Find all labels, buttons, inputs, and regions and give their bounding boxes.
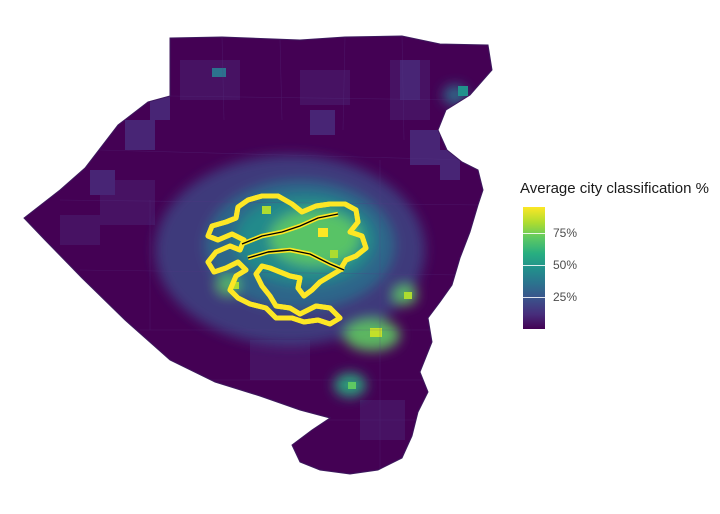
tract-texture-2 — [90, 60, 460, 195]
tract-texture — [60, 60, 430, 440]
city-boundary-outline — [205, 193, 369, 327]
legend-tick-mark — [523, 232, 545, 234]
legend-colorbar — [523, 207, 545, 329]
legend-tick-label: 75% — [553, 225, 578, 240]
legend-title: Average city classification % — [520, 180, 709, 197]
legend-body: 25% 50% 75% — [520, 207, 709, 329]
legend-tick-label: 50% — [553, 257, 578, 272]
legend-tick-label: 25% — [553, 289, 578, 304]
legend: Average city classification % 25% 50% 75% — [520, 180, 709, 329]
tract-boundaries — [59, 36, 481, 470]
legend-tick-mark — [523, 296, 545, 298]
legend-tick-mark — [523, 264, 545, 266]
high-tracts — [212, 68, 468, 389]
